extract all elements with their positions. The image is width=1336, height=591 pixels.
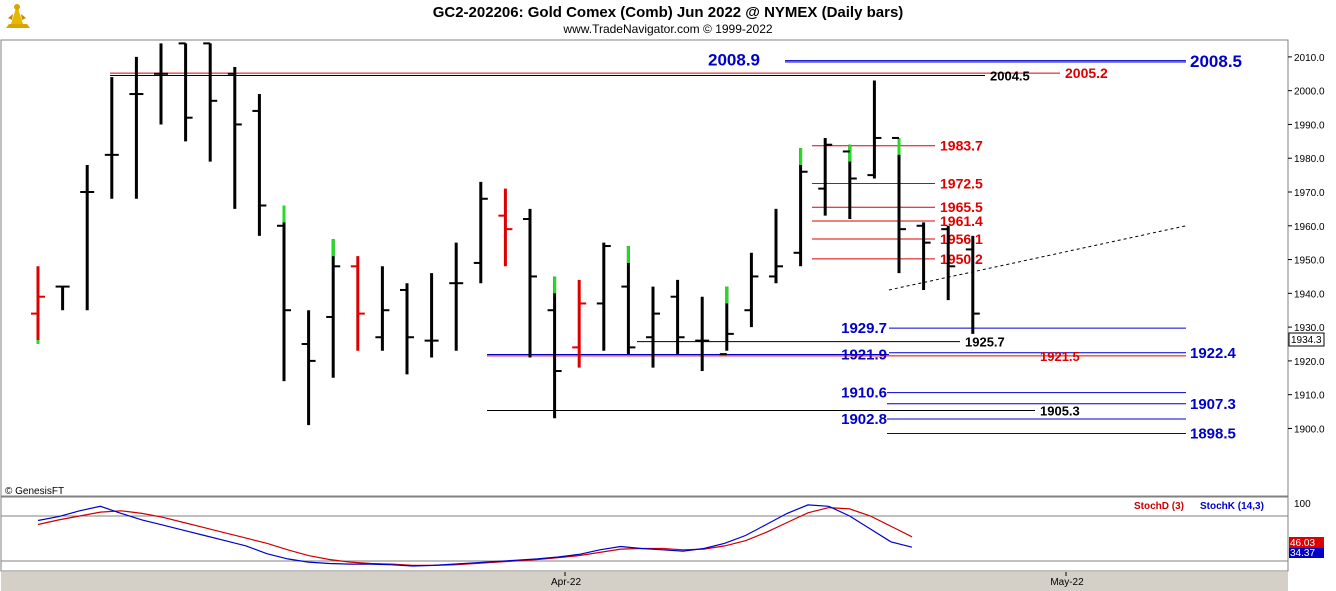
ohlc-bar (227, 67, 242, 209)
last-price-label: 1934.3 (1291, 335, 1322, 346)
ohlc-bar (916, 222, 931, 290)
stoch-scale-100: 100 (1294, 499, 1311, 510)
level-label: 1929.7 (841, 320, 887, 337)
ohlc-bar (621, 246, 636, 355)
level-label: 1925.7 (965, 335, 1005, 350)
ohlc-bar (350, 256, 365, 351)
level-label: 1902.8 (841, 411, 887, 428)
level-label: 1956.1 (940, 231, 983, 247)
ohlc-bar (449, 242, 464, 351)
ohlc-bar (301, 310, 316, 426)
ohlc-bar (596, 242, 611, 351)
date-label-may: May-22 (1050, 577, 1084, 588)
price-tick-label: 1930.0 (1294, 323, 1325, 334)
ohlc-bar (793, 148, 808, 267)
ohlc-bar (400, 283, 414, 375)
ohlc-bar (965, 235, 980, 334)
price-tick-label: 2010.0 (1294, 53, 1325, 64)
price-tick-label: 1920.0 (1294, 357, 1325, 368)
stoch-d-value-tag: 46.03 (1289, 537, 1324, 549)
chart-subtitle: www.TradeNavigator.com © 1999-2022 (562, 22, 772, 36)
price-tick-label: 1900.0 (1294, 424, 1325, 435)
ohlc-bar (842, 144, 857, 220)
stoch-k-legend: StochK (14,3) (1200, 501, 1264, 512)
ohlc-bar (277, 205, 291, 382)
ohlc-bar (252, 94, 267, 236)
copyright-label: © GenesisFT (5, 486, 64, 497)
level-label: 1922.4 (1190, 345, 1237, 362)
ohlc-bar (646, 286, 660, 368)
last-price-tag: 1934.3 (1288, 332, 1325, 347)
ohlc-bar (31, 266, 45, 344)
ohlc-bar (744, 252, 759, 328)
price-panel (0, 39, 1289, 497)
price-tick-label: 1950.0 (1294, 256, 1325, 267)
level-label: 1907.3 (1190, 396, 1236, 413)
price-axis: 2010.0 2000.0 1990.0 1980.0 1970.0 1960.0 1950… (1288, 53, 1325, 435)
level-label: 1921.9 (841, 346, 887, 363)
stoch-k-line (37, 504, 913, 567)
level-label: 2008.9 (708, 51, 760, 70)
stoch-k-value-tag: 34.37 (1289, 548, 1324, 559)
logo-icon (3, 3, 33, 31)
level-label: 1961.4 (940, 213, 983, 229)
horizontal-scrollbar[interactable] (1, 572, 1288, 591)
ohlc-bar (203, 42, 218, 162)
level-label: 1905.3 (1040, 404, 1080, 419)
price-tick-label: 1970.0 (1294, 188, 1325, 199)
ohlc-bar (769, 208, 783, 284)
price-tick-label: 1960.0 (1294, 222, 1325, 233)
level-label: 2005.2 (1065, 65, 1108, 81)
stoch-k-value: 34.37 (1290, 548, 1315, 559)
price-tick-label: 1940.0 (1294, 289, 1325, 300)
stochastic-panel (0, 496, 1289, 572)
trendline (888, 225, 1187, 291)
ohlc-bar (326, 239, 341, 378)
price-tick-label: 1980.0 (1294, 154, 1325, 165)
chart-title: GC2-202206: Gold Comex (Comb) Jun 2022 @… (433, 4, 904, 21)
ohlc-bar (892, 136, 906, 274)
ohlc-bar (547, 276, 562, 419)
ohlc-bar (178, 42, 193, 142)
ohlc-bar (473, 181, 488, 284)
ohlc-bar (867, 80, 882, 179)
ohlc-bar (719, 286, 734, 356)
ohlc-bar (129, 56, 144, 199)
ohlc-bar (670, 279, 685, 355)
price-tick-label: 1910.0 (1294, 391, 1325, 402)
ohlc-bars (31, 42, 980, 426)
price-tick-label: 2000.0 (1294, 87, 1325, 98)
level-label: 2008.5 (1190, 52, 1242, 71)
ohlc-bar (818, 137, 833, 216)
level-label: 1972.5 (940, 176, 983, 192)
ohlc-bar (941, 225, 956, 301)
level-label: 1950.2 (940, 251, 983, 267)
level-label: 1898.5 (1190, 426, 1236, 443)
stoch-d-line (37, 506, 913, 566)
level-label: 1921.5 (1040, 349, 1080, 364)
ohlc-bar (80, 164, 95, 311)
ohlc-bar (695, 296, 710, 372)
level-label: 1910.6 (841, 385, 887, 402)
ohlc-bar (375, 266, 390, 351)
level-label: 1983.7 (940, 138, 983, 154)
level-label: 2004.5 (990, 68, 1030, 83)
date-label-apr: Apr-22 (551, 577, 581, 588)
ohlc-bar (55, 285, 70, 311)
stoch-d-value: 46.03 (1290, 538, 1315, 549)
stoch-d-legend: StochD (3) (1134, 501, 1184, 512)
price-tick-label: 1990.0 (1294, 120, 1325, 131)
ohlc-bar (424, 273, 439, 358)
ohlc-bar (572, 279, 587, 368)
ohlc-bar (523, 208, 537, 358)
ohlc-bar (104, 77, 119, 199)
ohlc-bar (498, 188, 513, 267)
level-label: 1965.5 (940, 199, 983, 215)
ohlc-bar (154, 43, 168, 125)
